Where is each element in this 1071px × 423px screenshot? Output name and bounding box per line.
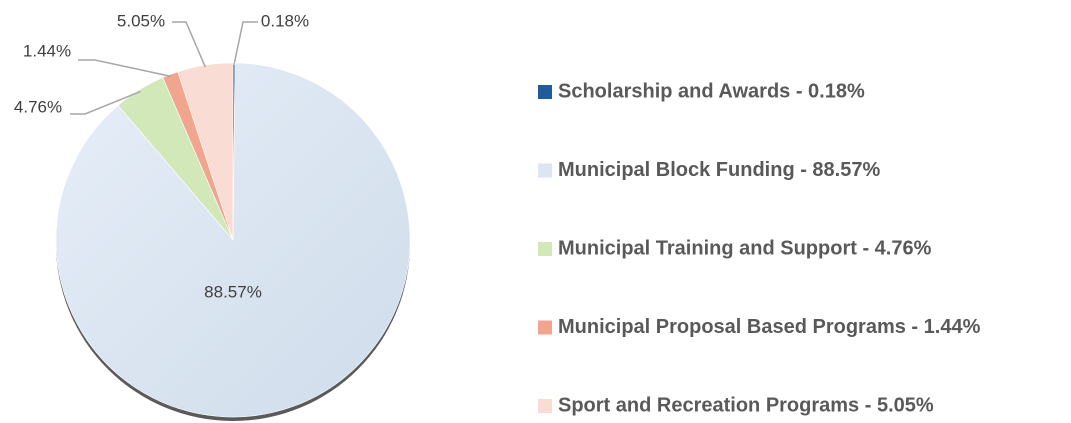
data-label: 4.76% [14,97,62,116]
legend-label: Scholarship and Awards - 0.18% [558,80,865,102]
data-label: 0.18% [261,11,309,30]
legend-swatch [538,242,552,256]
leader-line [78,59,172,78]
legend-swatch [538,163,552,178]
legend-label: Municipal Training and Support - 4.76% [558,237,932,259]
legend-label: Sport and Recreation Programs - 5.05% [558,394,934,416]
legend-swatch [538,85,552,99]
leader-line [70,90,141,115]
legend-label: Municipal Proposal Based Programs - 1.44… [558,316,981,338]
legend-swatch [538,320,552,335]
legend-label: Municipal Block Funding - 88.57% [558,159,880,181]
legend-swatch [538,399,552,413]
leader-line [233,21,258,66]
data-label: 5.05% [117,11,165,30]
leader-line [172,21,207,68]
data-label: 1.44% [23,41,71,60]
data-label: 88.57% [204,282,262,301]
